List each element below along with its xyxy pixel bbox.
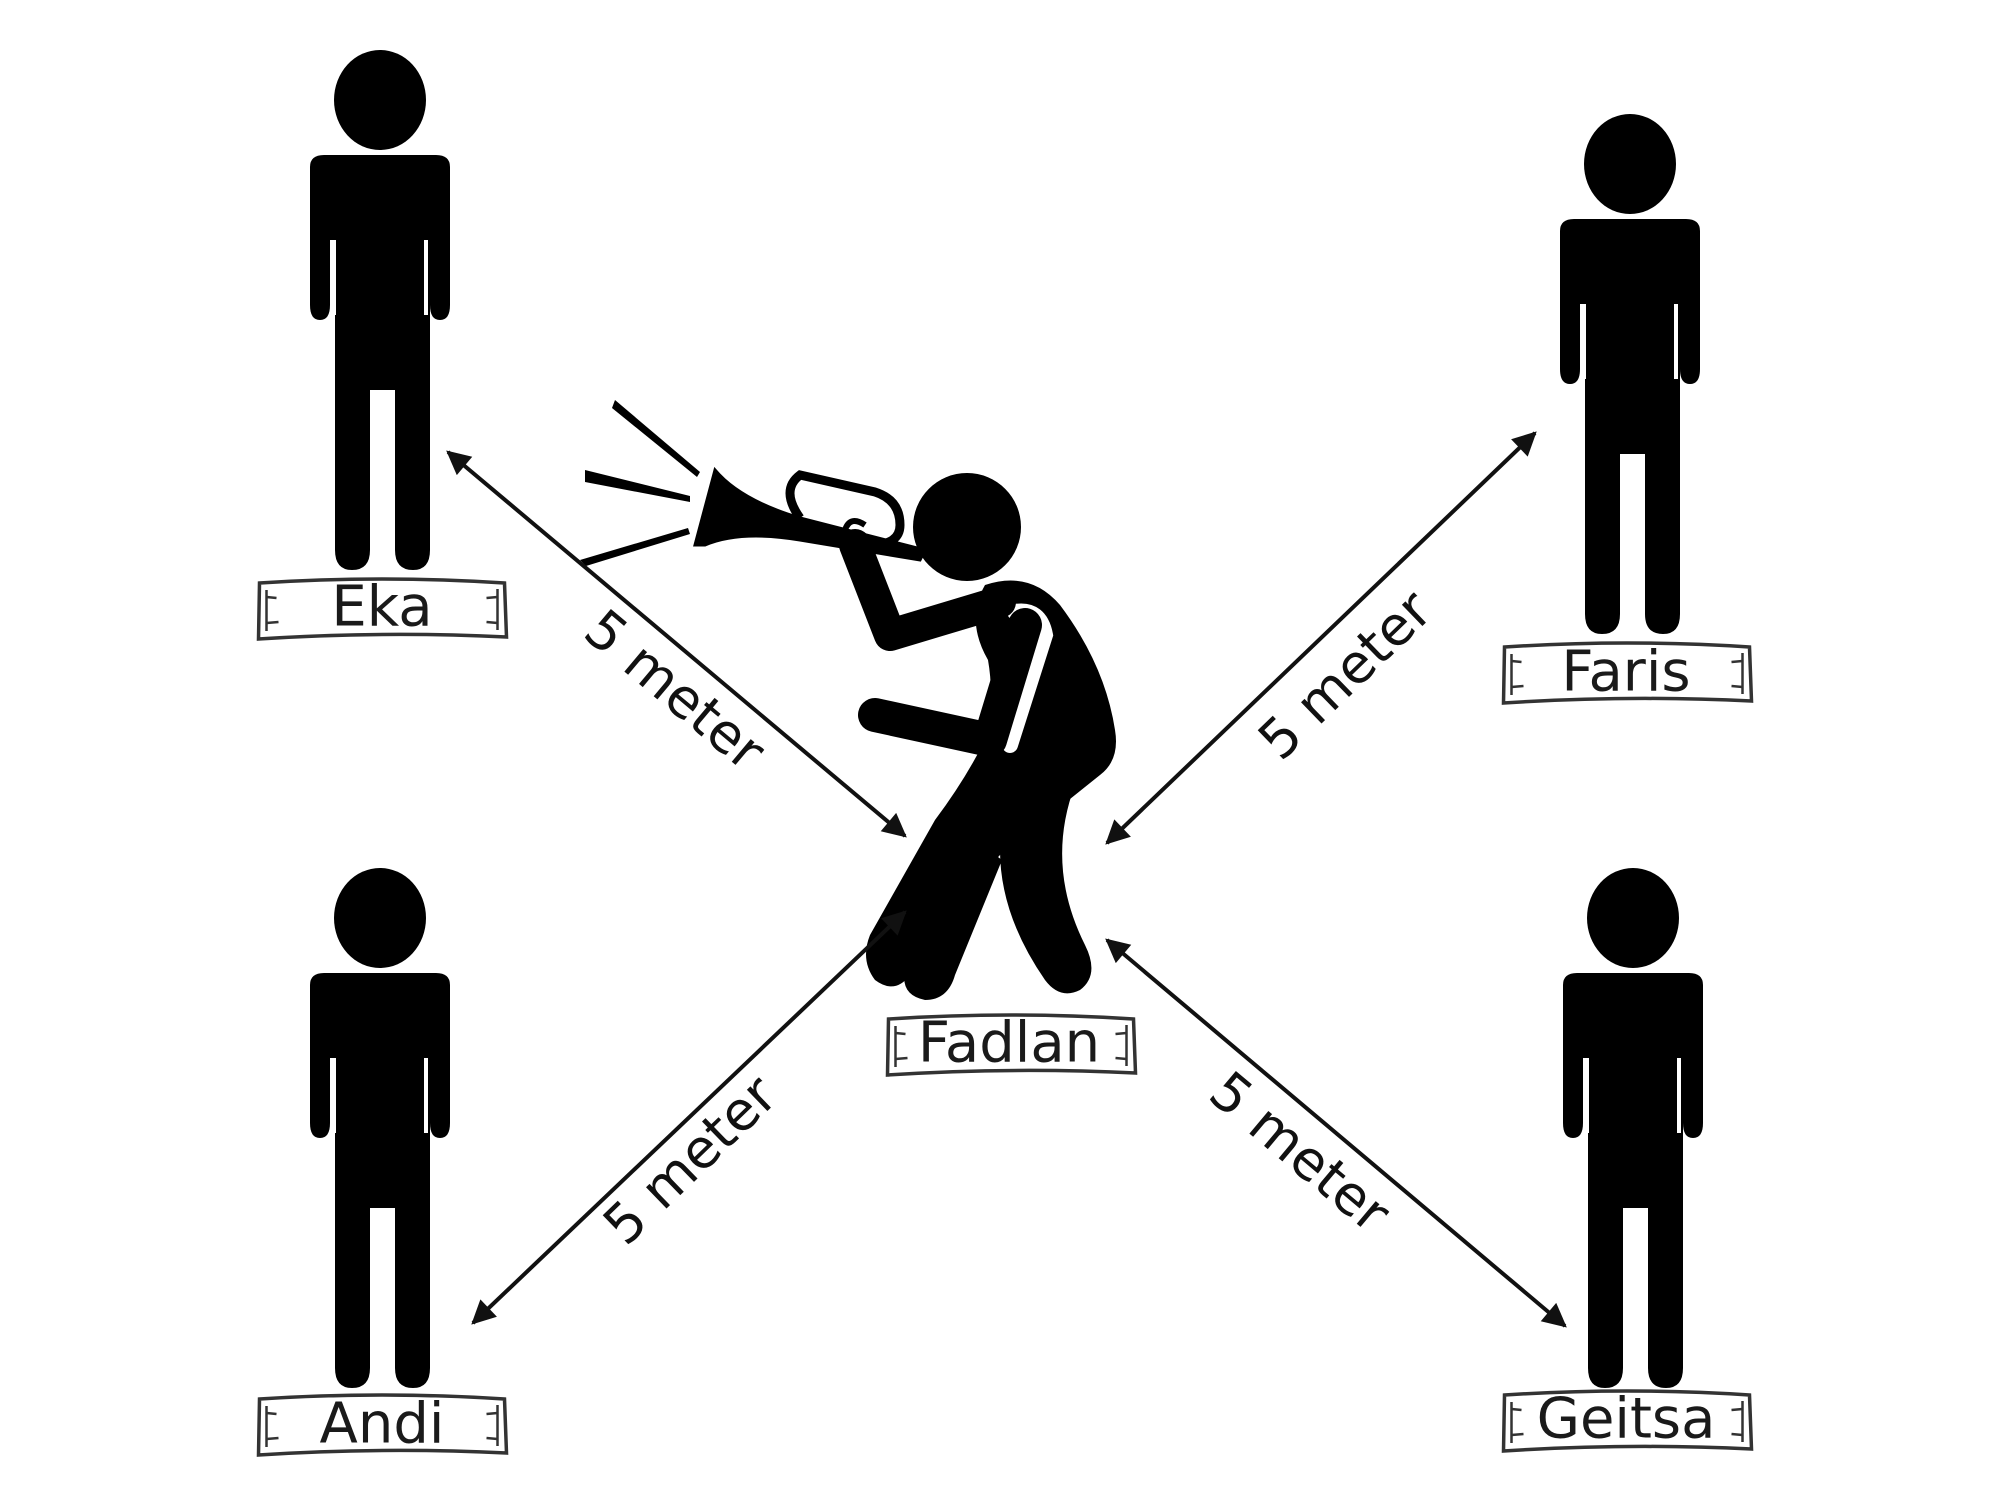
person-andi-figure: [308, 868, 452, 1390]
plate-fadlan: Fadlan: [885, 1011, 1138, 1077]
label-eka: Eka: [331, 575, 432, 640]
distance-label-bottom-right: 5 meter: [1198, 1059, 1403, 1245]
arrow-andi-fadlan: 5 meter: [471, 910, 907, 1325]
plate-geitsa: Geitsa: [1501, 1387, 1754, 1453]
person-fadlan: Fadlan: [580, 400, 1138, 1077]
person-faris-figure: [1558, 114, 1702, 636]
distance-label-top-right: 5 meter: [1246, 577, 1444, 771]
distance-label-top-left: 5 meter: [573, 597, 778, 783]
label-fadlan: Fadlan: [918, 1011, 1100, 1076]
distance-label-bottom-left: 5 meter: [591, 1062, 789, 1256]
arrow-eka-fadlan: 5 meter: [446, 450, 907, 838]
plate-eka: Eka: [256, 575, 509, 641]
person-faris: Faris: [1501, 114, 1754, 705]
person-andi: Andi: [256, 868, 509, 1457]
arrow-geitsa-fadlan: 5 meter: [1105, 938, 1567, 1328]
person-geitsa-figure: [1561, 868, 1705, 1390]
label-faris: Faris: [1561, 640, 1690, 705]
person-eka: Eka: [256, 50, 509, 641]
label-geitsa: Geitsa: [1537, 1387, 1716, 1452]
person-geitsa: Geitsa: [1501, 868, 1754, 1453]
arrow-faris-fadlan: 5 meter: [1105, 431, 1537, 845]
person-eka-figure: [308, 50, 452, 572]
plate-andi: Andi: [256, 1392, 509, 1457]
plate-faris: Faris: [1501, 640, 1754, 705]
label-andi: Andi: [320, 1392, 445, 1457]
